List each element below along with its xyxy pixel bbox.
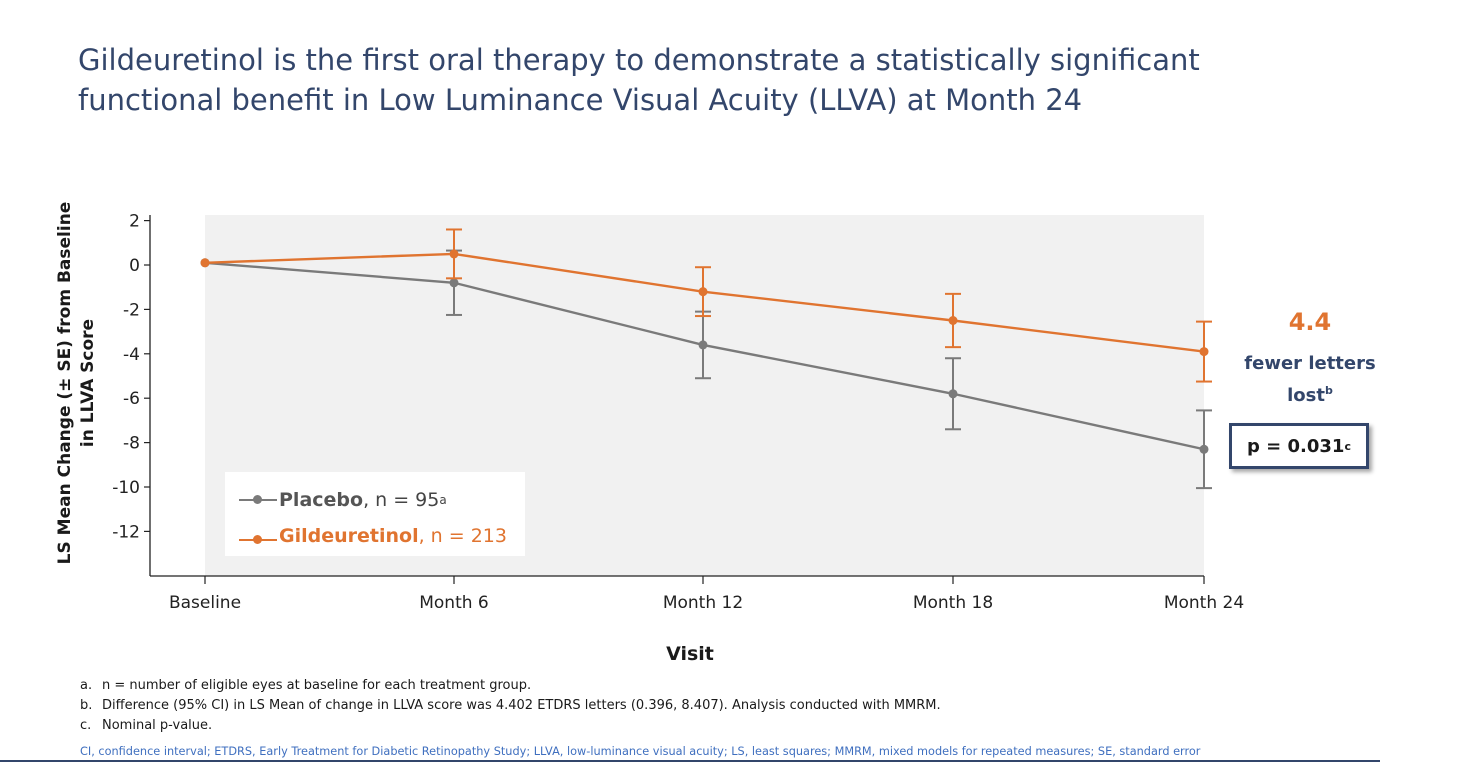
legend-n-gildeuretinol: , n = 213 [418,525,507,547]
legend-symbol-placebo [239,493,277,507]
data-point-placebo [698,340,708,350]
data-point-placebo [948,389,958,399]
legend-item-placebo: Placebo , n = 95 a [239,486,447,514]
footnotes: a. n = number of eligible eyes at baselin… [80,676,941,736]
footnote-label: a. [80,678,93,693]
footnote-label: c. [80,718,92,733]
footnote-text: Difference (95% CI) in LS Mean of change… [102,698,941,713]
data-point-gildeuretinol [948,316,958,325]
data-point-gildeuretinol [1199,347,1209,357]
y-axis-title-line-1: LS Mean Change (± SE) from Baseline [55,202,75,565]
bottom-divider [0,760,1380,762]
abbreviations-line: CI, confidence interval; ETDRS, Early Tr… [80,745,1201,758]
y-tick-label: 0 [129,256,140,276]
data-point-placebo [449,278,459,288]
x-tick-label: Month 6 [419,593,489,613]
data-point-gildeuretinol [698,287,708,297]
footnote-c: c. Nominal p-value. [80,716,941,736]
y-tick-label: -10 [112,478,140,498]
p-value-sup: c [1344,439,1351,453]
x-axis-title: Visit [666,643,714,665]
y-tick-label: -8 [123,434,140,454]
p-value-box: p = 0.031 c [1229,423,1369,469]
x-tick-label: Month 24 [1164,593,1244,613]
x-tick-label: Month 18 [913,593,993,613]
legend-n-sup-placebo: a [439,493,447,507]
legend-label-gildeuretinol: Gildeuretinol [279,525,419,547]
data-point-gildeuretinol [449,249,459,259]
y-tick-label: -6 [123,389,140,409]
data-point-gildeuretinol [200,258,210,268]
footnote-text: n = number of eligible eyes at baseline … [102,678,532,693]
data-point-placebo [1199,444,1209,454]
difference-caption-sup: b [1324,384,1333,397]
difference-caption-line-2: lost [1287,385,1325,406]
y-tick-label: -4 [123,345,140,365]
slide-title-line-2: functional benefit in Low Luminance Visu… [78,83,1083,117]
difference-value: 4.4 [1288,308,1332,336]
x-tick-label: Month 12 [663,593,743,613]
difference-caption: fewer letters lostb [1225,350,1395,409]
footnote-label: b. [80,698,93,713]
slide-title-line-1: Gildeuretinol is the first oral therapy … [78,43,1200,77]
x-tick-label: Baseline [169,593,241,613]
legend-label-placebo: Placebo [279,489,364,511]
footnote-text: Nominal p-value. [102,718,213,733]
chart-legend: Placebo , n = 95 a Gildeuretinol , n = 2… [225,472,525,556]
p-value-text: p = 0.031 [1247,435,1345,457]
footnote-b: b. Difference (95% CI) in LS Mean of chan… [80,696,941,716]
footnote-a: a. n = number of eligible eyes at baselin… [80,676,941,696]
legend-symbol-gildeuretinol [239,529,277,544]
slide-title: Gildeuretinol is the first oral therapy … [78,40,1458,120]
y-axis-title-line-2: in LLVA Score [78,319,98,447]
legend-item-gildeuretinol: Gildeuretinol , n = 213 [239,522,507,550]
y-tick-label: -2 [123,300,140,320]
y-tick-label: 2 [129,212,140,232]
difference-caption-line-1: fewer letters [1244,353,1376,374]
y-tick-label: -12 [112,522,140,542]
legend-n-placebo: , n = 95 [363,489,440,511]
